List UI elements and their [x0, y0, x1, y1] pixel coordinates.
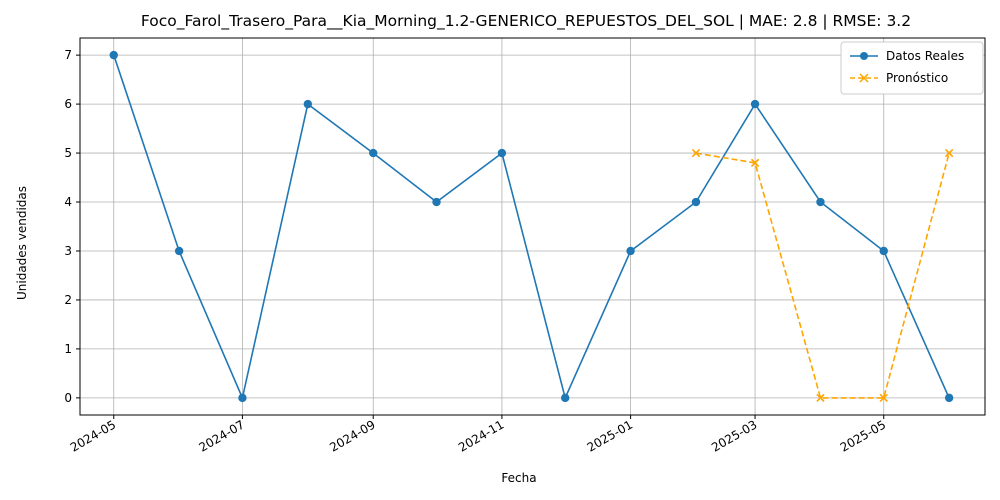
data-point: [691, 148, 701, 158]
data-point: [560, 393, 570, 403]
data-point: [816, 393, 825, 403]
y-tick-label: 3: [64, 244, 72, 258]
y-axis-label: Unidades vendidas: [15, 186, 29, 300]
x-tick-label: 2025-03: [709, 417, 759, 454]
y-tick-label: 7: [64, 48, 72, 62]
x-tick-label: 2024-05: [68, 417, 118, 454]
data-series: [109, 50, 954, 403]
series-line-pronostico: [695, 152, 950, 399]
plot-frame: [79, 37, 986, 416]
data-point: [944, 393, 954, 403]
data-point: [816, 197, 825, 207]
data-point: [432, 197, 441, 207]
legend-label-pronostico: Pronóstico: [886, 71, 948, 85]
legend: Datos Reales Pronóstico: [840, 41, 984, 95]
y-axis-ticks: 0 1 2 3 4 5 6 7: [64, 48, 80, 405]
data-point: [174, 246, 184, 256]
data-point: [303, 99, 313, 109]
x-tick-label: 2024-09: [327, 417, 377, 454]
x-tick-label: 2025-01: [585, 417, 635, 454]
data-point: [750, 158, 760, 168]
x-axis-label: Fecha: [501, 471, 536, 485]
x-tick-label: 2024-11: [456, 417, 506, 454]
series-datos-reales: [109, 50, 954, 403]
legend-label-datos-reales: Datos Reales: [886, 49, 964, 63]
y-tick-label: 4: [64, 195, 72, 209]
data-point: [879, 246, 888, 256]
data-point: [691, 197, 701, 207]
x-tick-label: 2025-05: [838, 417, 888, 454]
data-point: [879, 393, 888, 403]
y-tick-label: 1: [64, 342, 72, 356]
x-tick-label: 2024-07: [197, 417, 247, 454]
series-line-datos-reales: [113, 54, 950, 401]
chart-title: Foco_Farol_Trasero_Para__Kia_Morning_1.2…: [141, 12, 911, 31]
y-tick-label: 2: [64, 293, 72, 307]
x-axis-ticks: 2024-05 2024-07 2024-09 2024-11 2025-01 2025-…: [68, 415, 888, 455]
y-tick-label: 6: [64, 97, 72, 111]
y-tick-label: 5: [64, 146, 72, 160]
data-point: [750, 99, 760, 109]
data-point: [626, 246, 635, 256]
data-point: [109, 50, 118, 60]
data-point: [497, 148, 507, 158]
legend-marker-datos-reales: [860, 52, 868, 60]
legend-marker-pronostico: [859, 73, 869, 83]
series-pronostico: [691, 148, 954, 403]
data-point: [369, 148, 378, 158]
grid-lines: [80, 38, 985, 415]
legend-box: [840, 41, 984, 95]
data-point: [238, 393, 247, 403]
data-point: [944, 148, 954, 158]
y-tick-label: 0: [64, 391, 72, 405]
